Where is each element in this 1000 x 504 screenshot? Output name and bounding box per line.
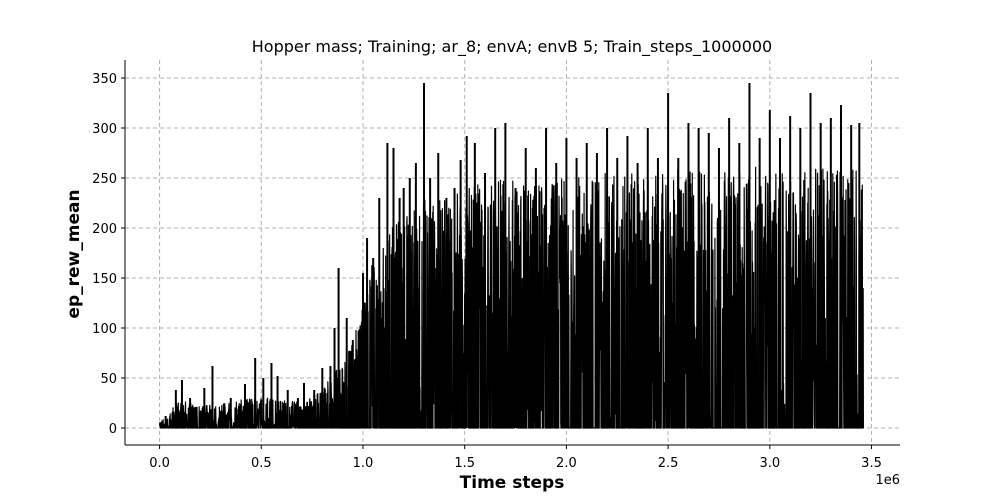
y-tick-label: 0	[109, 422, 117, 437]
x-tick-label: 3.5	[861, 456, 882, 471]
y-tick-label: 150	[92, 272, 117, 287]
x-tick-label: 2.5	[658, 456, 679, 471]
series-line	[158, 166, 864, 429]
y-tick-label: 300	[92, 122, 117, 137]
x-tick-label: 0.0	[149, 456, 170, 471]
x-tick-label: 1.0	[353, 456, 374, 471]
x-tick-label: 3.0	[759, 456, 780, 471]
x-tick-label: 2.0	[556, 456, 577, 471]
y-axis-label: ep_rew_mean	[64, 189, 84, 318]
data-layer	[158, 83, 864, 429]
y-tick-label: 350	[92, 72, 117, 87]
axes-layer	[124, 60, 900, 446]
chart-title: Hopper mass; Training; ar_8; envA; envB …	[252, 37, 772, 57]
x-tick-label: 1.5	[454, 456, 475, 471]
ticks-layer: 0.0 0.5 1.0 1.5 2.0 2.5 3.0 3.5 0 50 100 150 200 250 3…	[92, 72, 882, 471]
x-axis-label: Time steps	[460, 473, 565, 493]
y-tick-label: 250	[92, 172, 117, 187]
y-tick-label: 100	[92, 322, 117, 337]
y-tick-label: 50	[100, 372, 117, 387]
y-tick-label: 200	[92, 222, 117, 237]
x-axis-offset-label: 1e6	[875, 473, 900, 488]
x-tick-label: 0.5	[251, 456, 272, 471]
